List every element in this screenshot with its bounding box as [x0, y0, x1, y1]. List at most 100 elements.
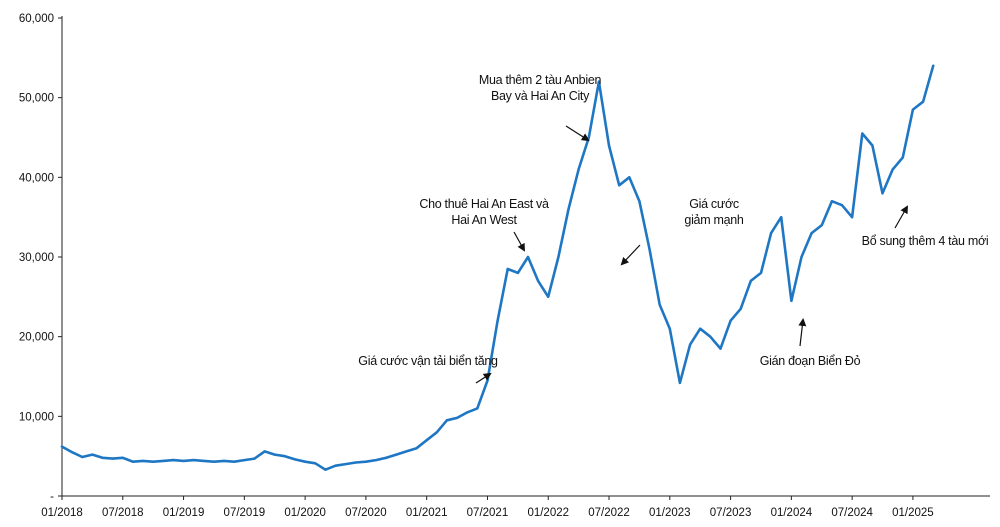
data-point — [385, 456, 388, 459]
data-point — [871, 144, 874, 147]
annotation-arrow — [565, 125, 590, 142]
data-point — [911, 108, 915, 111]
data-point — [496, 319, 499, 322]
annotation-line: Mua thêm 2 tàu Anbien — [479, 73, 602, 87]
data-point — [749, 279, 752, 282]
data-point — [638, 200, 641, 203]
data-point — [304, 460, 307, 463]
data-point — [131, 460, 134, 463]
data-point — [506, 267, 509, 271]
data-point — [678, 381, 682, 384]
x-tick-label: 07/2019 — [224, 507, 266, 519]
annotation-line: Giá cước vận tải biển tăng — [358, 354, 498, 368]
data-point — [354, 461, 357, 464]
data-point — [648, 247, 651, 251]
data-point — [932, 64, 935, 67]
data-point — [658, 303, 661, 306]
data-point — [111, 457, 114, 460]
data-point — [405, 450, 408, 453]
data-point — [182, 459, 185, 462]
data-point — [922, 100, 925, 103]
annotation-line: Cho thuê Hai An East và — [419, 197, 549, 211]
data-point — [526, 255, 530, 259]
y-tick-label: 50,000 — [19, 93, 54, 105]
y-tick-label: 30,000 — [19, 252, 54, 264]
data-point — [800, 255, 803, 259]
x-tick-label: 01/2020 — [284, 507, 326, 519]
data-point — [810, 232, 813, 235]
x-tick-label: 01/2019 — [163, 507, 205, 519]
data-point — [618, 184, 621, 187]
annotation-text: Gián đoạn Biển Đỏ — [760, 354, 861, 368]
data-point — [223, 459, 226, 462]
data-point — [668, 327, 671, 330]
data-point — [233, 460, 236, 463]
x-tick-label: 01/2021 — [406, 507, 448, 519]
data-point — [435, 431, 438, 434]
annotation-line: Bay và Hai An City — [491, 89, 590, 103]
data-point — [445, 419, 448, 422]
data-point — [425, 439, 428, 442]
data-point — [293, 458, 297, 461]
data-point — [91, 453, 94, 456]
data-point — [851, 216, 854, 219]
data-point — [101, 456, 104, 459]
data-point — [709, 335, 712, 338]
annotation-arrow — [894, 205, 908, 229]
annotation-text: Cho thuê Hai An East và Hai An West — [419, 197, 549, 227]
annotations: Mua thêm 2 tàu Anbien Bay và Hai An City C… — [358, 73, 989, 384]
data-point — [537, 279, 540, 282]
x-tick-label: 07/2022 — [588, 507, 630, 519]
axes — [61, 16, 990, 497]
data-point — [840, 204, 844, 207]
data-point — [466, 411, 469, 414]
data-point — [901, 156, 904, 159]
price-line — [60, 64, 935, 471]
annotation-line: Gián đoạn Biển Đỏ — [760, 354, 861, 368]
x-tick-label: 01/2018 — [41, 507, 83, 519]
data-point — [780, 216, 783, 219]
x-tick-label: 07/2020 — [345, 507, 387, 519]
data-point — [162, 459, 165, 462]
data-point — [628, 176, 631, 179]
data-point — [577, 168, 580, 171]
data-point — [770, 232, 773, 235]
data-point — [739, 307, 742, 310]
data-point — [790, 299, 793, 302]
y-tick-label: 60,000 — [19, 13, 54, 25]
annotation-arrow — [798, 318, 807, 347]
data-point — [344, 463, 347, 466]
data-point — [334, 464, 337, 467]
annotation-arrow — [475, 372, 492, 384]
data-point — [881, 192, 884, 195]
x-tick-label: 01/2024 — [771, 507, 813, 519]
y-axis-ticks: - 10,000 20,000 30,000 40,000 50,000 60,000 — [19, 13, 62, 503]
x-tick-label: 01/2025 — [892, 507, 934, 519]
y-tick-label: 40,000 — [19, 172, 54, 184]
annotation-line: Hai An West — [451, 213, 517, 227]
data-point — [516, 271, 520, 274]
data-point — [202, 459, 205, 462]
data-point — [719, 347, 722, 350]
data-point — [729, 319, 732, 322]
data-point — [364, 460, 367, 463]
data-point — [253, 457, 256, 460]
data-point — [212, 460, 216, 463]
data-point — [476, 407, 479, 410]
x-tick-label: 07/2018 — [102, 507, 144, 519]
data-point — [861, 132, 864, 135]
data-point — [830, 200, 834, 203]
data-point — [820, 224, 823, 227]
data-point — [324, 468, 327, 471]
data-point — [587, 136, 590, 139]
x-tick-label: 01/2022 — [527, 507, 569, 519]
data-point — [141, 459, 145, 462]
data-point — [891, 168, 894, 171]
y-tick-label: - — [50, 491, 54, 503]
series-layer — [60, 64, 935, 471]
data-point — [71, 451, 74, 454]
data-point — [759, 271, 763, 274]
data-point — [243, 459, 246, 462]
annotation-line: giảm mạnh — [684, 213, 743, 227]
